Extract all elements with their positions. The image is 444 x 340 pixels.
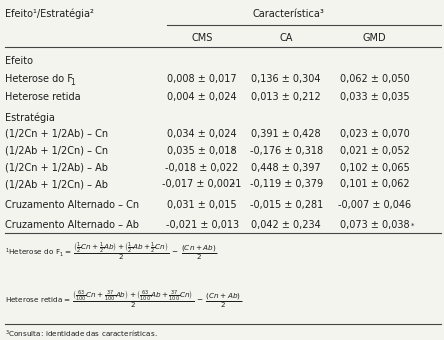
Text: Estratégia: Estratégia <box>5 112 55 123</box>
Text: Heterose retida: Heterose retida <box>5 92 81 102</box>
Text: 0,136 ± 0,304: 0,136 ± 0,304 <box>251 74 321 84</box>
Text: 0,102 ± 0,065: 0,102 ± 0,065 <box>340 163 409 172</box>
Text: 0,035 ± 0,018: 0,035 ± 0,018 <box>167 146 237 156</box>
Text: Cruzamento Alternado – Cn: Cruzamento Alternado – Cn <box>5 200 139 210</box>
Text: Cruzamento Alternado – Ab: Cruzamento Alternado – Ab <box>5 220 139 230</box>
Text: Efeito¹/Estratégia²: Efeito¹/Estratégia² <box>5 9 94 19</box>
Text: 0,008 ± 0,017: 0,008 ± 0,017 <box>167 74 237 84</box>
Text: (1/2Cn + 1/2Ab) – Cn: (1/2Cn + 1/2Ab) – Cn <box>5 129 108 139</box>
Text: 0,023 ± 0,070: 0,023 ± 0,070 <box>340 129 409 139</box>
Text: 0,031 ± 0,015: 0,031 ± 0,015 <box>167 200 237 210</box>
Text: Característica³: Característica³ <box>253 9 324 19</box>
Text: 0,033 ± 0,035: 0,033 ± 0,035 <box>340 92 409 102</box>
Text: *: * <box>232 148 236 154</box>
Text: 1: 1 <box>71 78 75 87</box>
Text: ${}^1$Heterose do F$_1$ = $\dfrac{\left(\frac{1}{2}Cn+\frac{1}{2}Ab\right)+\left: ${}^1$Heterose do F$_1$ = $\dfrac{\left(… <box>5 241 219 262</box>
Text: -0,021 ± 0,013: -0,021 ± 0,013 <box>166 220 238 230</box>
Text: GMD: GMD <box>363 33 387 43</box>
Text: 0,448 ± 0,397: 0,448 ± 0,397 <box>251 163 321 172</box>
Text: (1/2Ab + 1/2Cn) – Cn: (1/2Ab + 1/2Cn) – Cn <box>5 146 108 156</box>
Text: 0,391 ± 0,428: 0,391 ± 0,428 <box>251 129 321 139</box>
Text: 0,042 ± 0,234: 0,042 ± 0,234 <box>251 220 321 230</box>
Text: CMS: CMS <box>191 33 213 43</box>
Text: 0,013 ± 0,212: 0,013 ± 0,212 <box>251 92 321 102</box>
Text: Efeito: Efeito <box>5 55 33 66</box>
Text: *: * <box>411 223 414 228</box>
Text: 0,004 ± 0,024: 0,004 ± 0,024 <box>167 92 237 102</box>
Text: *: * <box>232 182 236 188</box>
Text: 0,062 ± 0,050: 0,062 ± 0,050 <box>340 74 409 84</box>
Text: -0,007 ± 0,046: -0,007 ± 0,046 <box>338 200 411 210</box>
Text: -0,176 ± 0,318: -0,176 ± 0,318 <box>250 146 323 156</box>
Text: 0,034 ± 0,024: 0,034 ± 0,024 <box>167 129 237 139</box>
Text: CA: CA <box>279 33 293 43</box>
Text: Heterose retida = $\dfrac{\left(\frac{63}{100}Cn+\frac{37}{100}Ab\right)+\left(\: Heterose retida = $\dfrac{\left(\frac{63… <box>5 288 244 310</box>
Text: (1/2Cn + 1/2Ab) – Ab: (1/2Cn + 1/2Ab) – Ab <box>5 163 108 172</box>
Text: -0,119 ± 0,379: -0,119 ± 0,379 <box>250 180 323 189</box>
Text: 0,021 ± 0,052: 0,021 ± 0,052 <box>340 146 410 156</box>
Text: -0,017 ± 0,0021: -0,017 ± 0,0021 <box>163 180 242 189</box>
Text: ${}^3$Consulta: identidade das características.: ${}^3$Consulta: identidade das caracterí… <box>5 328 158 340</box>
Text: (1/2Ab + 1/2Cn) – Ab: (1/2Ab + 1/2Cn) – Ab <box>5 180 108 189</box>
Text: -0,018 ± 0,022: -0,018 ± 0,022 <box>166 163 239 172</box>
Text: -0,015 ± 0,281: -0,015 ± 0,281 <box>250 200 323 210</box>
Text: 0,073 ± 0,038: 0,073 ± 0,038 <box>340 220 409 230</box>
Text: 0,101 ± 0,062: 0,101 ± 0,062 <box>340 180 409 189</box>
Text: Heterose do F: Heterose do F <box>5 74 73 84</box>
